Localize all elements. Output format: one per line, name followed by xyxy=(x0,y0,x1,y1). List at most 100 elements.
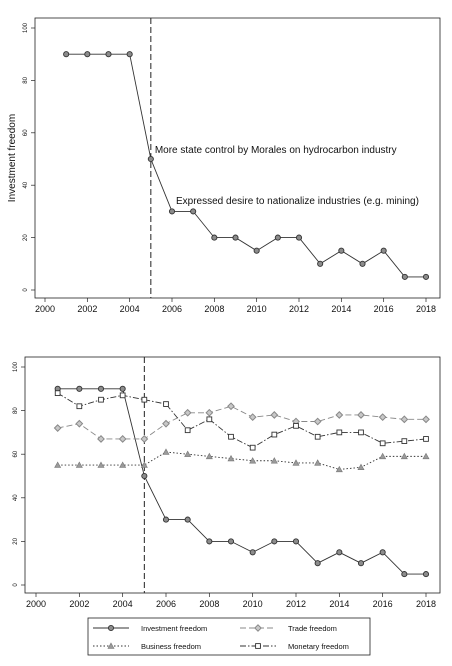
x-tick-label: 2012 xyxy=(286,599,306,609)
legend: Investment freedom Trade freedom Business … xyxy=(87,617,371,656)
data-point-0 xyxy=(141,472,148,480)
x-tick-label: 2008 xyxy=(199,599,219,609)
x-tick-label: 2002 xyxy=(69,599,89,609)
series-line-0 xyxy=(57,388,426,575)
legend-label-0: Investment freedom xyxy=(141,624,207,633)
data-point-0 xyxy=(379,549,386,556)
data-point-1 xyxy=(97,435,105,443)
x-tick-label: 2016 xyxy=(374,304,394,314)
data-point-0 xyxy=(211,234,218,241)
y-tick-label: 80 xyxy=(13,407,19,414)
annotation-hydrocarbon: More state control by Morales on hydroca… xyxy=(155,145,397,156)
data-point-0 xyxy=(292,538,300,545)
x-tick-label: 2004 xyxy=(120,304,140,314)
data-point-2 xyxy=(140,461,148,468)
y-axis-label: Investment freedom xyxy=(7,114,18,202)
data-point-0 xyxy=(227,538,235,545)
data-point-0 xyxy=(184,516,191,523)
data-point-0 xyxy=(249,549,256,556)
y-tick-label: 60 xyxy=(23,129,29,136)
x-tick-label: 2000 xyxy=(35,304,55,314)
data-point-0 xyxy=(274,234,281,241)
data-point-1 xyxy=(162,419,170,428)
x-tick-label: 2004 xyxy=(113,599,133,609)
y-tick-label: 40 xyxy=(13,494,19,501)
series-line-2 xyxy=(57,451,426,470)
data-point-1 xyxy=(357,411,365,419)
data-point-0 xyxy=(206,538,213,545)
series-line-1 xyxy=(57,405,426,440)
data-point-2 xyxy=(357,463,365,470)
x-tick-label: 2018 xyxy=(416,599,436,609)
x-tick-label: 2000 xyxy=(26,599,46,609)
y-tick-label: 20 xyxy=(23,234,29,241)
investment-freedom-chart: 2000 2002 2004 2006 2008 2010 2012 2014 2016 2018… xyxy=(7,17,441,314)
data-point-3 xyxy=(358,429,364,436)
data-point-0 xyxy=(126,51,133,58)
data-point-3 xyxy=(293,423,299,429)
data-point-0 xyxy=(76,385,83,392)
x-tick-label: 2010 xyxy=(243,599,263,609)
data-point-3 xyxy=(423,436,429,442)
y-tick-label: 100 xyxy=(23,22,29,33)
data-point-2 xyxy=(75,461,83,468)
data-point-2 xyxy=(335,465,343,473)
data-point-3 xyxy=(76,403,83,410)
data-point-0 xyxy=(338,247,345,254)
data-point-0 xyxy=(63,51,70,58)
data-point-0 xyxy=(119,385,126,392)
data-point-3 xyxy=(184,427,191,434)
data-point-3 xyxy=(163,401,169,407)
data-point-2 xyxy=(227,454,235,462)
legend-label-1: Trade freedom xyxy=(288,624,337,633)
x-tick-label: 2002 xyxy=(77,304,97,314)
y-tick-label: 0 xyxy=(13,583,19,587)
data-point-0 xyxy=(147,155,154,163)
legend-label-3: Monetary freedom xyxy=(288,642,349,651)
data-point-0 xyxy=(295,234,303,241)
annotation-nationalize: Expressed desire to nationalize industri… xyxy=(176,196,419,207)
data-point-1 xyxy=(400,415,409,424)
data-point-3 xyxy=(141,396,148,403)
x-tick-label: 2006 xyxy=(162,304,182,314)
data-point-0 xyxy=(97,385,105,392)
data-point-1 xyxy=(140,435,149,443)
x-tick-label: 2010 xyxy=(247,304,267,314)
y-tick-label: 60 xyxy=(13,450,19,457)
data-point-0 xyxy=(168,208,176,215)
x-tick-label: 2014 xyxy=(329,599,349,609)
data-point-0 xyxy=(271,538,278,545)
data-point-0 xyxy=(380,247,387,254)
data-point-1 xyxy=(270,411,279,419)
x-tick-label: 2016 xyxy=(373,599,393,609)
data-point-0 xyxy=(401,571,408,578)
data-point-3 xyxy=(271,431,278,438)
plot-frame xyxy=(34,17,441,299)
data-point-2 xyxy=(184,450,192,457)
y-tick-label: 80 xyxy=(23,76,29,83)
legend-box xyxy=(87,617,371,656)
y-tick-label: 0 xyxy=(23,288,29,292)
data-point-2 xyxy=(379,452,387,460)
data-point-2 xyxy=(205,452,213,460)
legend-label-2: Business freedom xyxy=(141,642,201,651)
data-point-3 xyxy=(314,433,321,440)
data-point-1 xyxy=(378,413,387,422)
data-point-2 xyxy=(162,448,170,455)
data-point-0 xyxy=(314,560,321,567)
x-tick-label: 2008 xyxy=(204,304,224,314)
data-point-2 xyxy=(400,452,408,460)
x-tick-label: 2006 xyxy=(156,599,176,609)
plot-frame xyxy=(24,356,441,594)
series-line-0 xyxy=(66,53,426,278)
data-point-0 xyxy=(359,260,366,267)
freedom-indices-chart: 2000 2002 2004 2006 2008 2010 2012 2014 2016 2018… xyxy=(13,356,441,609)
data-point-3 xyxy=(249,444,256,451)
data-point-2 xyxy=(292,459,300,466)
data-point-0 xyxy=(84,51,91,58)
data-point-1 xyxy=(205,408,214,417)
data-point-0 xyxy=(317,260,324,267)
data-point-0 xyxy=(422,273,430,280)
data-point-3 xyxy=(119,392,126,399)
